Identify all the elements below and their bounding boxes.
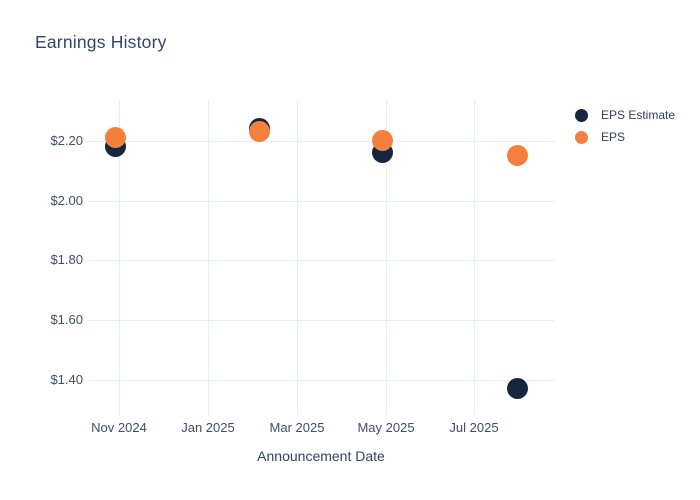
legend-label: EPS [601,130,626,144]
y-axis-tick-label: $2.00 [50,192,83,208]
point-eps-estimate-3[interactable] [506,378,528,400]
legend-item-eps-estimate[interactable]: EPS Estimate [573,104,675,126]
h-gridline [88,260,554,262]
legend-label: EPS Estimate [601,108,676,122]
x-axis-tick-label: Nov 2024 [91,420,147,435]
v-gridline [297,100,298,415]
legend: EPS Estimate EPS [573,104,675,148]
x-axis-title: Announcement Date [257,448,385,464]
chart-title: Earnings History [35,32,167,52]
v-gridline [386,100,387,415]
point-eps-2[interactable] [372,130,394,152]
point-eps-3[interactable] [506,145,528,167]
h-gridline [88,200,554,202]
x-axis-tick-label: May 2025 [357,420,415,435]
y-axis-tick-label: $1.80 [50,252,83,268]
h-gridline [88,140,554,142]
plot-area [88,100,554,415]
h-gridline [88,380,554,382]
y-axis-tick-label: $1.40 [50,372,83,388]
v-gridline [207,100,209,415]
y-axis-tick-label: $1.60 [50,312,83,328]
x-axis-tick-label: Jan 2025 [181,420,235,435]
y-axis-tick-label: $2.20 [50,132,83,148]
eps-estimate-marker-icon [575,108,588,122]
eps-marker-icon [575,130,588,144]
v-gridline [118,100,120,415]
x-axis-tick-label: Jul 2025 [449,420,499,435]
point-eps-0[interactable] [104,127,126,149]
x-axis-tick-label: Mar 2025 [269,420,325,435]
v-gridline [473,100,475,415]
point-eps-1[interactable] [249,121,271,143]
legend-item-eps[interactable]: EPS [573,126,675,148]
h-gridline [88,320,554,322]
